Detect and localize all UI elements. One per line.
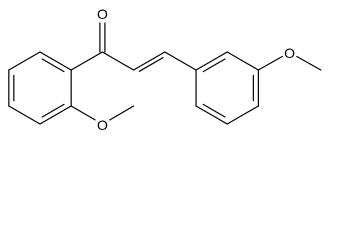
bond [41,58,65,73]
bond [70,105,98,122]
bond [202,58,226,73]
bond [70,51,104,71]
bond [195,51,228,71]
bond [226,51,259,71]
label-background [281,44,298,60]
bond [138,57,164,72]
methoxy-oxygen: O [284,45,295,61]
bond [101,51,135,71]
bond [164,51,197,71]
methoxy-oxygen: O [97,117,108,133]
bond [41,103,65,118]
atom-labels: O O O [94,6,298,133]
bond [195,105,228,125]
bond [8,105,41,125]
page: {"atoms": [{"label": "O"}, {"label": "O"… [8,6,322,133]
bond [39,51,72,71]
bond [133,51,166,71]
bond [107,105,135,122]
label-background [94,7,111,23]
bond [8,51,41,71]
bond [226,105,259,125]
bond [257,54,285,71]
molecule-structure: O O O [8,6,322,133]
bond [294,54,322,71]
carbonyl-oxygen: O [97,6,108,22]
label-background [94,116,111,132]
bond [202,103,226,118]
bonds [8,21,322,125]
bond [39,105,72,125]
